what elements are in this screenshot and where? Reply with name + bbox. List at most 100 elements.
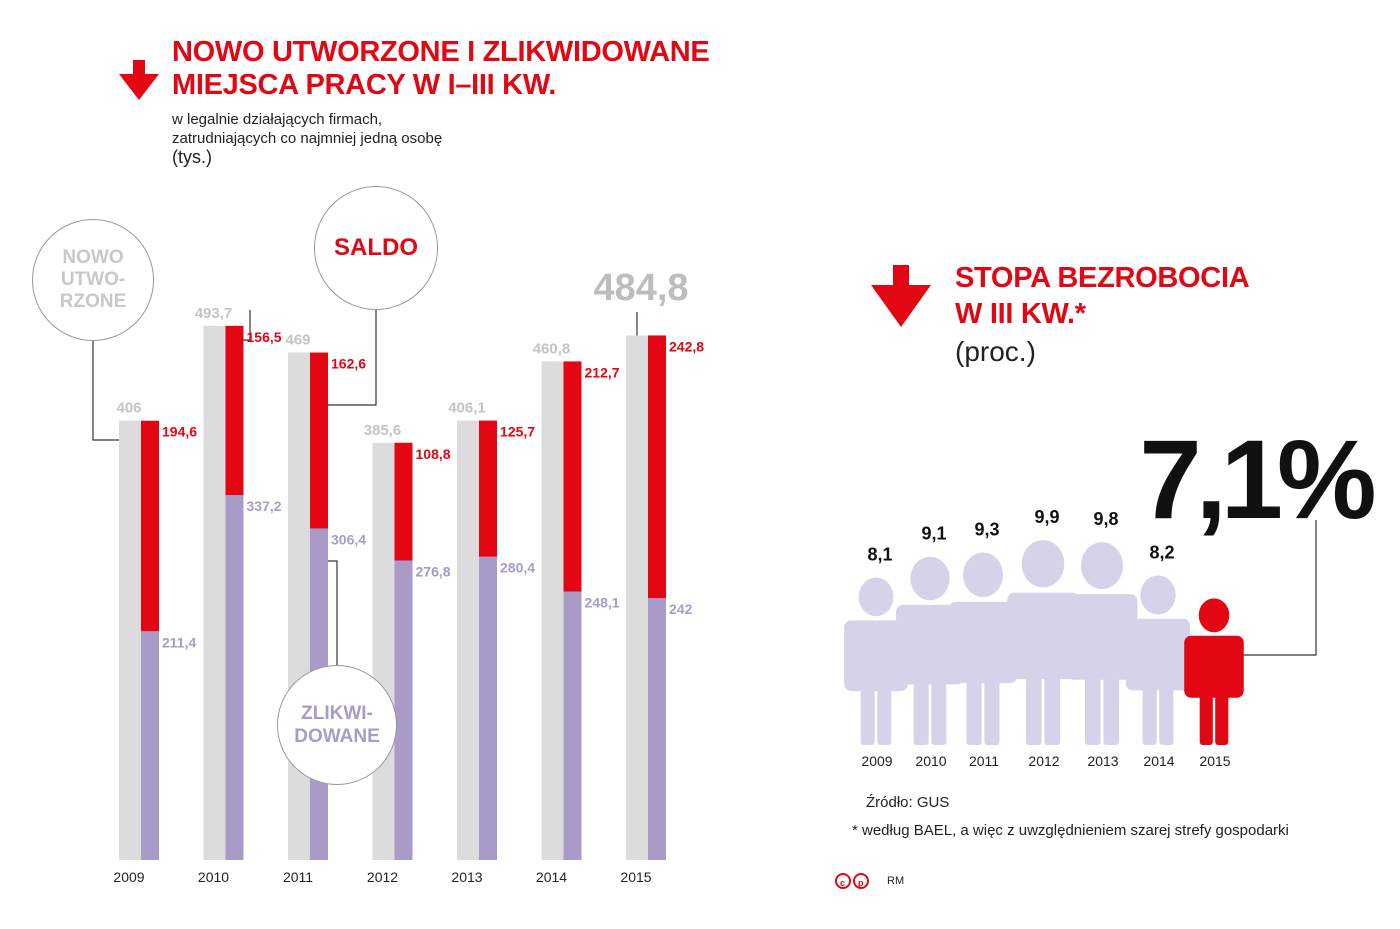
value-label-saldo: 212,7 <box>585 364 620 380</box>
value-label: 8,1 <box>867 545 892 565</box>
value-label-liquidated: 337,2 <box>247 498 282 514</box>
person-icon <box>896 556 964 745</box>
logo-c: c <box>840 878 845 888</box>
person-icon <box>844 577 908 745</box>
x-tick-label: 2015 <box>620 869 651 885</box>
chart-unit-2: (proc.) <box>955 336 1036 367</box>
person-head <box>1140 575 1176 615</box>
value-label-liquidated: 211,4 <box>162 634 196 650</box>
bar-saldo <box>394 442 413 561</box>
legend-created: NOWO UTWO- RZONE <box>32 219 154 341</box>
value-label-saldo: 156,5 <box>247 329 282 345</box>
legend-saldo: SALDO <box>314 186 438 310</box>
person-leg <box>1103 663 1119 745</box>
person-leg <box>1142 676 1157 745</box>
source: Źródło: GUS <box>866 794 950 811</box>
x-tick-label: 2009 <box>113 869 144 885</box>
x-tick-label: 2013 <box>451 869 482 885</box>
value-label-liquidated: 242 <box>669 601 693 617</box>
person-leg <box>877 677 892 745</box>
x-tick-label: 2009 <box>861 753 892 769</box>
x-tick-label: 2011 <box>969 753 999 769</box>
bar-saldo <box>141 420 159 632</box>
logo-p: p <box>858 878 864 888</box>
value-label-saldo: 242,8 <box>669 338 704 354</box>
person-head <box>962 552 1004 598</box>
chart-title: NOWO UTWORZONE I ZLIKWIDOWANE MIEJSCA PR… <box>172 36 710 101</box>
value-label: 9,3 <box>974 520 999 540</box>
value-label: 9,1 <box>921 524 946 544</box>
value-label-created: 385,6 <box>364 422 402 439</box>
footnote: * według BAEL, a więc z uwzględnieniem s… <box>852 822 1289 839</box>
bar-liquidated <box>394 560 413 860</box>
arrow-icon <box>119 60 931 327</box>
value-label-saldo: 162,6 <box>331 356 366 372</box>
bar-saldo <box>310 352 328 529</box>
bar-created <box>203 325 226 860</box>
bar-liquidated <box>225 495 244 860</box>
person-body <box>1125 618 1191 691</box>
chart-title-2: STOPA BEZROBOCIA W III KW.* <box>955 262 1250 330</box>
value-label-liquidated: 276,8 <box>416 564 451 580</box>
person-head <box>910 556 950 601</box>
bar-saldo <box>479 420 497 557</box>
value-label-saldo: 125,7 <box>500 424 535 440</box>
x-tick-label: 2013 <box>1087 753 1118 769</box>
person-body <box>844 620 908 692</box>
value-label-created: 469 <box>285 332 310 349</box>
person-body <box>1007 592 1079 680</box>
bar-created <box>372 442 395 860</box>
person-leg <box>913 669 929 745</box>
person-leg <box>1159 676 1174 745</box>
person-leg <box>1025 662 1042 745</box>
person-icon <box>948 552 1018 745</box>
bar-liquidated <box>563 591 582 860</box>
value-label-created: 406,1 <box>448 400 486 417</box>
person-body <box>1066 594 1138 680</box>
value-label-created: 460,8 <box>533 340 571 357</box>
bar-saldo <box>648 335 666 599</box>
credit: RM <box>887 875 905 887</box>
x-tick-label: 2012 <box>1028 753 1059 769</box>
bar-liquidated <box>648 598 666 860</box>
person-icon <box>1125 575 1191 745</box>
bar-saldo <box>563 361 582 592</box>
x-tick-label: 2010 <box>915 753 946 769</box>
person-leg <box>984 667 1000 745</box>
value-label: 9,9 <box>1034 507 1059 527</box>
value-label-created: 493,7 <box>195 305 233 322</box>
x-tick-label: 2011 <box>283 869 313 885</box>
x-tick-label: 2014 <box>1143 753 1174 769</box>
bar-created <box>626 335 648 860</box>
person-leg <box>1044 662 1061 745</box>
value-label-saldo: 108,8 <box>416 446 451 462</box>
person-leg <box>860 677 875 745</box>
value-label-created: 484,8 <box>593 267 688 309</box>
bar-saldo <box>225 325 244 496</box>
value-label: 9,8 <box>1093 509 1118 529</box>
person-icon <box>1184 598 1244 745</box>
person-leg <box>1085 663 1101 745</box>
bar-created <box>288 352 310 860</box>
person-head <box>1021 540 1065 588</box>
value-label: 8,2 <box>1149 542 1174 562</box>
value-label-liquidated: 306,4 <box>331 531 366 547</box>
chart-unit: (tys.) <box>172 147 212 167</box>
person-head <box>858 577 894 617</box>
person-icon <box>1007 540 1079 745</box>
legend-liquidated: ZLIKWI- DOWANE <box>277 665 397 785</box>
person-leg <box>1215 685 1229 745</box>
chart-subtitle: w legalnie działających firmach, zatrudn… <box>172 111 443 147</box>
person-leg <box>966 667 982 745</box>
x-tick-label: 2015 <box>1199 753 1230 769</box>
person-body <box>896 604 964 685</box>
x-tick-label: 2012 <box>367 869 398 885</box>
bar-created <box>541 361 564 860</box>
person-leg <box>931 669 947 745</box>
person-leg <box>1199 685 1213 745</box>
bar-liquidated <box>141 631 159 860</box>
value-label: 7,1% <box>1139 417 1374 542</box>
value-label-saldo: 194,6 <box>162 424 197 440</box>
